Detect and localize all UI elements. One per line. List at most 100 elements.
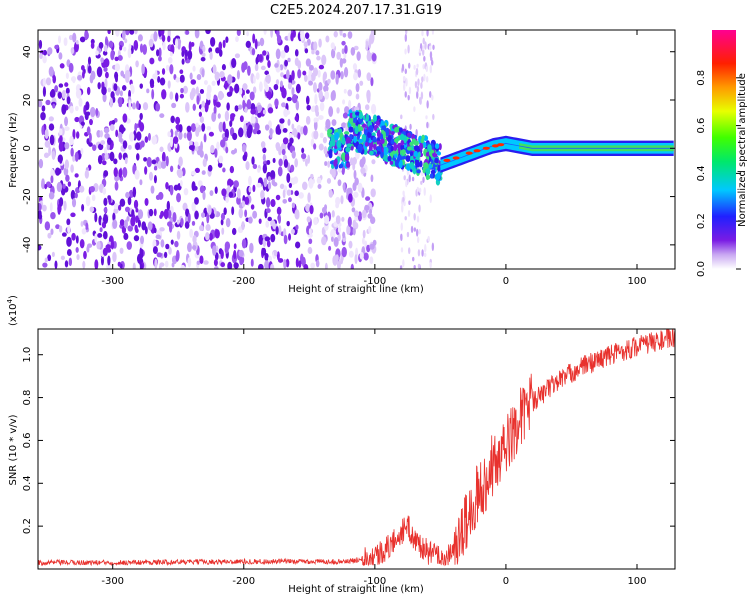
noise-speckle bbox=[180, 264, 186, 269]
signal-speckle bbox=[387, 155, 392, 162]
noise-speckle bbox=[109, 124, 115, 131]
x-tick-label: -200 bbox=[232, 576, 255, 587]
noise-speckle bbox=[283, 234, 288, 245]
noise-speckle bbox=[297, 68, 302, 79]
noise-speckle bbox=[199, 225, 204, 232]
noise-speckle bbox=[127, 196, 132, 206]
signal-speckle bbox=[349, 112, 354, 119]
noise-speckle bbox=[64, 260, 69, 268]
noise-speckle bbox=[163, 208, 169, 220]
snr-series-line bbox=[38, 329, 675, 567]
noise-speckle bbox=[225, 196, 229, 204]
noise-speckle bbox=[210, 144, 215, 154]
noise-speckle bbox=[107, 87, 112, 93]
noise-speckle bbox=[291, 123, 295, 130]
noise-speckle bbox=[172, 211, 177, 223]
noise-speckle bbox=[365, 40, 369, 52]
noise-speckle bbox=[252, 210, 258, 219]
noise-speckle bbox=[104, 152, 109, 161]
noise-speckle bbox=[124, 206, 131, 213]
signal-speckle bbox=[438, 143, 442, 151]
noise-speckle bbox=[303, 74, 308, 82]
noise-speckle bbox=[41, 181, 46, 189]
noise-speckle bbox=[290, 32, 294, 42]
noise-speckle bbox=[416, 63, 419, 68]
noise-speckle bbox=[231, 58, 237, 69]
noise-speckle bbox=[250, 258, 254, 267]
noise-speckle bbox=[84, 169, 90, 179]
noise-speckle bbox=[212, 245, 217, 256]
noise-speckle bbox=[170, 128, 174, 138]
noise-speckle bbox=[58, 35, 61, 44]
noise-speckle bbox=[295, 224, 299, 231]
noise-speckle bbox=[158, 191, 164, 200]
noise-speckle bbox=[353, 169, 357, 180]
noise-speckle bbox=[199, 89, 205, 94]
noise-speckle bbox=[322, 136, 327, 144]
noise-speckle bbox=[50, 168, 55, 179]
noise-speckle bbox=[319, 212, 324, 219]
noise-speckle bbox=[420, 82, 423, 89]
noise-speckle bbox=[156, 49, 160, 57]
noise-speckle bbox=[75, 88, 82, 99]
noise-speckle bbox=[267, 216, 272, 222]
noise-speckle bbox=[284, 44, 290, 53]
noise-speckle bbox=[70, 164, 74, 173]
noise-speckle bbox=[291, 87, 295, 96]
noise-speckle bbox=[236, 30, 241, 37]
noise-speckle bbox=[352, 63, 358, 71]
noise-speckle bbox=[67, 224, 71, 234]
noise-speckle bbox=[416, 85, 420, 93]
noise-speckle bbox=[417, 263, 421, 269]
noise-speckle bbox=[314, 104, 319, 115]
noise-speckle bbox=[146, 88, 150, 94]
noise-speckle bbox=[83, 250, 87, 260]
noise-speckle bbox=[61, 104, 67, 115]
noise-speckle bbox=[129, 131, 135, 142]
noise-speckle bbox=[150, 185, 155, 194]
noise-speckle bbox=[81, 204, 85, 212]
signal-speckle bbox=[430, 169, 436, 175]
noise-speckle bbox=[318, 64, 325, 70]
noise-speckle bbox=[276, 34, 282, 44]
noise-speckle bbox=[308, 228, 312, 235]
noise-speckle bbox=[258, 234, 264, 245]
noise-speckle bbox=[112, 251, 117, 263]
noise-speckle bbox=[298, 192, 304, 199]
signal-speckle bbox=[435, 173, 441, 181]
noise-speckle bbox=[222, 39, 226, 49]
noise-speckle bbox=[112, 96, 116, 103]
y-tick-label: 0.4 bbox=[22, 475, 33, 491]
noise-speckle bbox=[159, 113, 165, 119]
noise-speckle bbox=[80, 147, 84, 155]
noise-speckle bbox=[47, 254, 52, 262]
noise-speckle bbox=[206, 84, 212, 95]
noise-speckle bbox=[120, 127, 126, 132]
noise-speckle bbox=[327, 78, 331, 84]
noise-speckle bbox=[366, 72, 372, 82]
signal-speckle bbox=[350, 145, 354, 151]
signal-speckle bbox=[344, 131, 350, 135]
noise-speckle bbox=[352, 182, 357, 191]
noise-speckle bbox=[342, 99, 346, 105]
noise-speckle bbox=[305, 203, 311, 213]
noise-speckle bbox=[113, 167, 118, 178]
noise-speckle bbox=[102, 93, 107, 103]
spectrogram-marks bbox=[38, 30, 674, 269]
noise-speckle bbox=[166, 200, 171, 212]
signal-speckle bbox=[409, 151, 414, 157]
noise-speckle bbox=[341, 48, 345, 55]
noise-speckle bbox=[117, 97, 123, 106]
noise-speckle bbox=[245, 40, 252, 49]
noise-speckle bbox=[92, 144, 97, 151]
noise-speckle bbox=[342, 182, 346, 192]
colorbar-ticks: 0.0 0.2 0.4 0.6 0.8 bbox=[696, 70, 741, 277]
noise-speckle bbox=[349, 157, 354, 166]
noise-speckle bbox=[347, 31, 353, 39]
noise-speckle bbox=[194, 167, 200, 174]
noise-speckle bbox=[101, 160, 107, 166]
noise-speckle bbox=[422, 48, 425, 56]
noise-speckle bbox=[315, 259, 320, 268]
noise-speckle bbox=[331, 90, 336, 101]
noise-speckle bbox=[291, 70, 295, 81]
